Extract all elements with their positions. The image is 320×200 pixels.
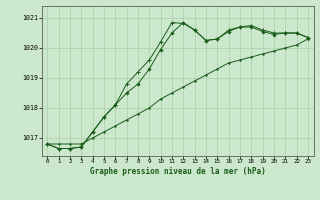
X-axis label: Graphe pression niveau de la mer (hPa): Graphe pression niveau de la mer (hPa) [90,167,266,176]
